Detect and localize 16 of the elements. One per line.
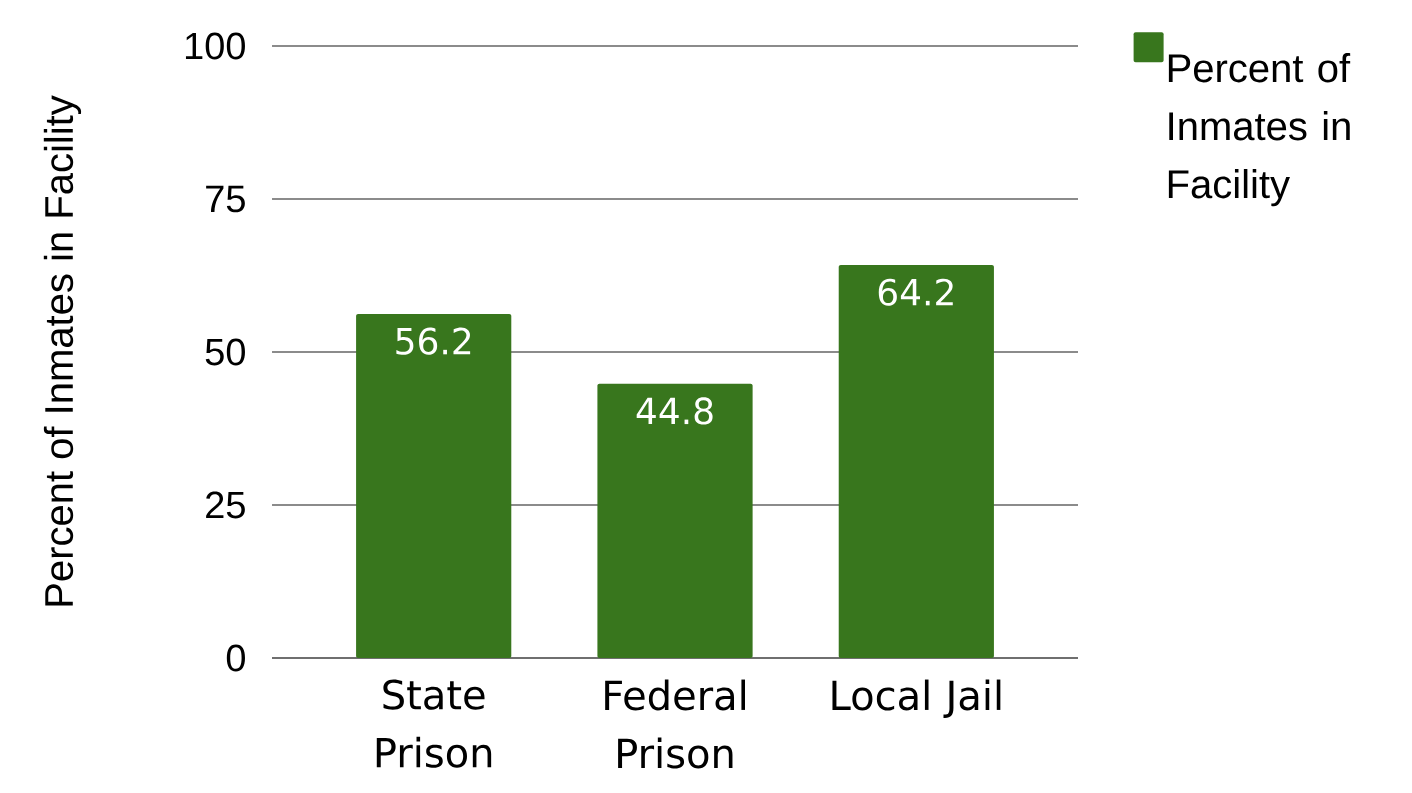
x-tick-label: Federal Prison	[605, 679, 746, 769]
legend-label: Percent of Inmates in Facility	[1168, 53, 1351, 207]
y-tick-label: 0	[226, 644, 245, 672]
data-label: 56.2	[396, 327, 471, 355]
bar	[356, 314, 512, 658]
bar	[597, 383, 753, 658]
data-label: 64.2	[878, 278, 953, 306]
x-tick-label: Local Jail	[832, 679, 1001, 718]
bar	[838, 265, 994, 658]
y-tick-label: 25	[206, 491, 245, 519]
y-tick-label: 50	[205, 338, 245, 366]
x-tick-label: State Prison	[376, 679, 492, 768]
y-axis-title: Percent of Inmates in Facility	[43, 95, 82, 606]
data-label: 44.8	[636, 397, 713, 425]
y-tick-label: 75	[206, 185, 245, 213]
y-tick-label: 100	[185, 32, 245, 60]
